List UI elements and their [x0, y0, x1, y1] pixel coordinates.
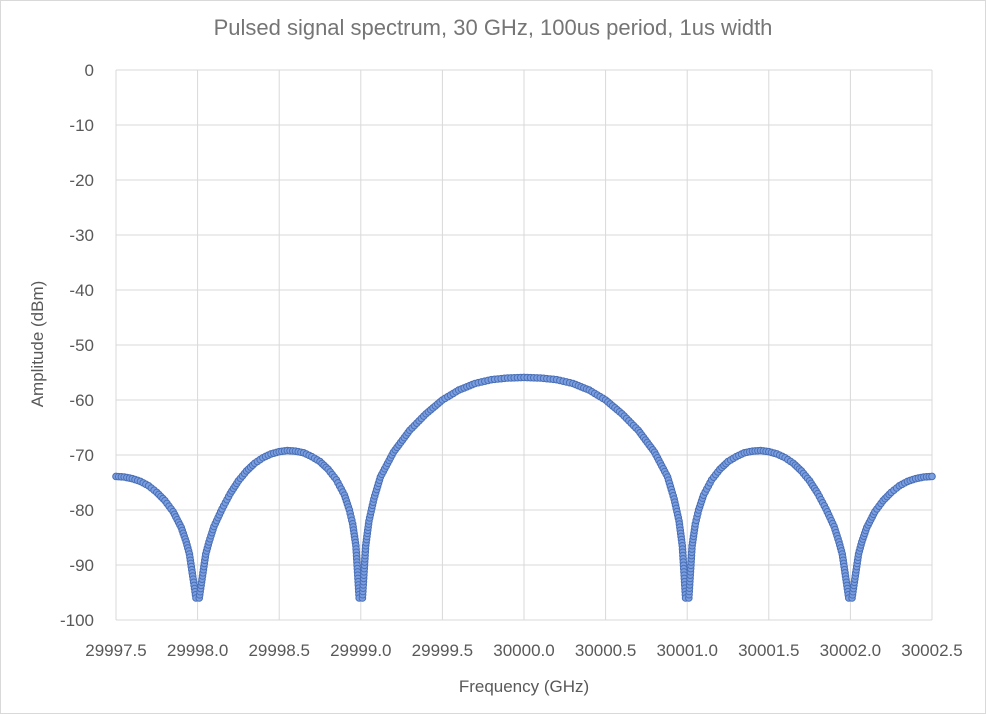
x-axis-title: Frequency (GHz)	[459, 677, 589, 696]
y-tick-label: -80	[69, 501, 94, 520]
data-point	[928, 472, 936, 481]
x-tick-label: 29998.5	[248, 641, 309, 660]
y-tick-label: -10	[69, 116, 94, 135]
x-tick-label: 30002.5	[901, 641, 962, 660]
y-tick-label: 0	[85, 61, 94, 80]
y-tick-label: -40	[69, 281, 94, 300]
y-tick-label: -30	[69, 226, 94, 245]
x-tick-label: 29999.5	[412, 641, 473, 660]
y-tick-label: -20	[69, 171, 94, 190]
x-tick-label: 30000.0	[493, 641, 554, 660]
y-axis-title: Amplitude (dBm)	[28, 281, 47, 408]
x-tick-label: 30001.0	[656, 641, 717, 660]
x-tick-label: 30000.5	[575, 641, 636, 660]
y-tick-label: -70	[69, 446, 94, 465]
y-tick-label: -90	[69, 556, 94, 575]
data-points	[112, 373, 936, 602]
x-tick-label: 30001.5	[738, 641, 799, 660]
y-tick-label: -100	[60, 611, 94, 630]
chart-title: Pulsed signal spectrum, 30 GHz, 100us pe…	[213, 15, 773, 40]
x-tick-label: 29998.0	[167, 641, 228, 660]
grid-layer	[115, 69, 933, 621]
x-tick-label: 30002.0	[820, 641, 881, 660]
tick-labels: 29997.5 29998.0 29998.5 29999.0 29999.5 30000…	[60, 61, 963, 660]
x-tick-label: 29997.5	[85, 641, 146, 660]
y-tick-label: -60	[69, 391, 94, 410]
x-tick-label: 29999.0	[330, 641, 391, 660]
y-tick-label: -50	[69, 336, 94, 355]
